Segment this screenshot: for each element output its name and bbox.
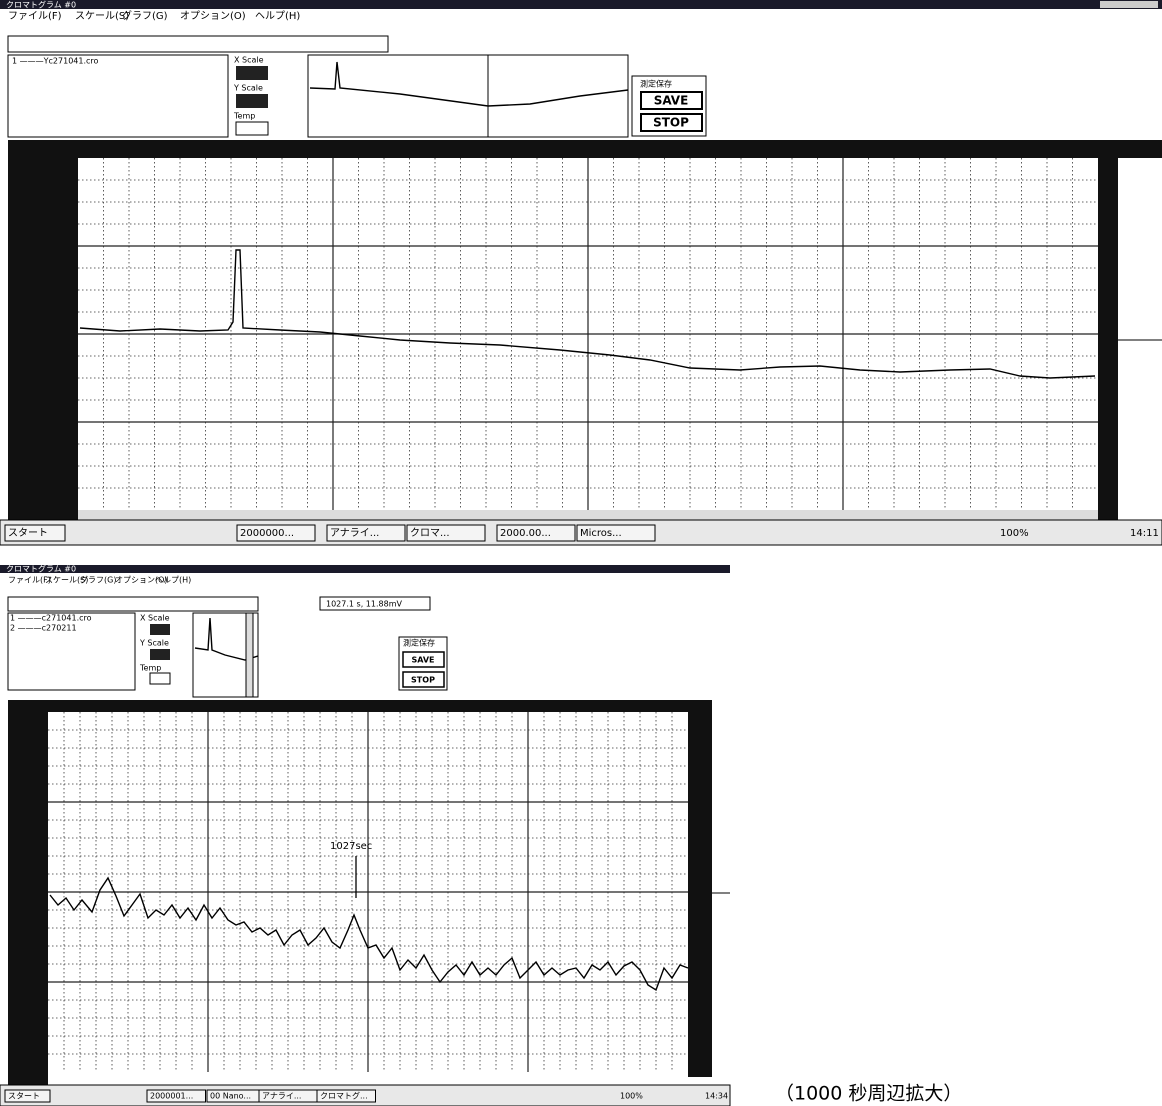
task-button[interactable]: [146, 1089, 206, 1103]
task-button[interactable]: [326, 524, 406, 542]
task-label: 2000000...: [240, 528, 294, 539]
preview: [307, 54, 629, 138]
task-label: クロマトグ...: [320, 1091, 368, 1101]
clock: 14:11: [1130, 528, 1159, 539]
chromatogram-trace: [79, 249, 1096, 379]
task-button[interactable]: [236, 524, 316, 542]
stop-button-label: STOP: [411, 676, 435, 685]
task-label: 00 Nano...: [210, 1092, 251, 1101]
clock: 14:34: [705, 1092, 728, 1101]
y-axis-panel: [8, 700, 48, 1085]
file-list[interactable]: [7, 54, 229, 138]
save-button-label: SAVE: [654, 94, 689, 108]
task-label: 2000.00...: [500, 528, 551, 539]
h-scrollbar[interactable]: [78, 510, 1098, 520]
y-scale-label: Y Scale: [139, 639, 169, 648]
toolbar: [7, 35, 389, 53]
file-list[interactable]: [7, 612, 136, 691]
task-button[interactable]: [4, 1089, 51, 1103]
x-scale-buttons[interactable]: [150, 624, 170, 635]
stop-button-label: STOP: [653, 116, 689, 130]
window-controls[interactable]: [1100, 1, 1158, 8]
menu-item[interactable]: グラフ(G): [122, 9, 168, 22]
task-button[interactable]: [406, 524, 486, 542]
title-bar: [0, 0, 1162, 9]
y-scale-buttons[interactable]: [236, 94, 268, 108]
x-scale-label: X Scale: [140, 614, 170, 623]
zoom: 100%: [1000, 528, 1029, 539]
preview-trace: [309, 61, 629, 107]
toolbar-frame: [7, 35, 389, 53]
chromatogram-trace: [49, 876, 689, 992]
readout-box: [319, 596, 431, 611]
save-button[interactable]: [402, 651, 445, 668]
file-entry: 1 ———Yc271041.cro: [12, 57, 99, 66]
window-title: クロマトグラム #0: [6, 564, 76, 574]
menu-item[interactable]: スケール(S): [75, 10, 129, 22]
task-label: スタート: [8, 1092, 40, 1101]
scrollbar[interactable]: [1098, 158, 1118, 520]
title-bar: [0, 565, 730, 573]
scrollbar[interactable]: [688, 712, 712, 1077]
y-scale-buttons[interactable]: [150, 649, 170, 660]
file-entry: 1 ———c271041.cro: [10, 614, 92, 623]
window-title: クロマトグラム #0: [6, 0, 76, 10]
menu-item[interactable]: グラフ(G): [80, 575, 116, 585]
x-scale-buttons[interactable]: [236, 66, 268, 80]
save-button-label: SAVE: [411, 656, 434, 665]
toolbar-frame: [7, 596, 259, 612]
task-button[interactable]: [496, 524, 576, 542]
y-scale-label: Y Scale: [233, 84, 263, 93]
menu-item[interactable]: オプション(O): [115, 576, 168, 585]
file-entry: 2 ———c270211: [10, 624, 77, 633]
menu-item[interactable]: ヘルプ(H): [255, 10, 300, 22]
menu-item[interactable]: ファイル(F): [8, 11, 62, 22]
y-axis-panel: [8, 140, 78, 520]
save-group-label: 測定保存: [403, 638, 435, 648]
task-button[interactable]: [4, 524, 66, 542]
plot-header: [8, 140, 1162, 158]
temp-buttons[interactable]: [149, 672, 171, 685]
save-button[interactable]: [640, 91, 703, 110]
preview-window: [245, 612, 254, 698]
save-group-label: 測定保存: [640, 79, 672, 89]
menu-item[interactable]: ヘルプ(H): [155, 576, 191, 585]
task-label: アナライ...: [330, 527, 379, 539]
task-label: クロマ...: [410, 527, 450, 539]
preview-trace: [194, 617, 259, 661]
task-label: スタート: [8, 527, 48, 539]
stop-button[interactable]: [402, 671, 445, 688]
menu-item[interactable]: スケール(S): [45, 576, 88, 585]
plot-header: [8, 700, 712, 712]
task-label: 2000001...: [150, 1092, 193, 1101]
task-button[interactable]: [316, 1089, 376, 1103]
temp-label: Temp: [233, 112, 255, 121]
task-label: アナライ...: [262, 1092, 301, 1101]
menu-item[interactable]: オプション(O): [180, 10, 246, 22]
x-scale-label: X Scale: [234, 56, 264, 65]
menu-item[interactable]: ファイル(F): [8, 576, 51, 585]
zoom: 100%: [620, 1092, 643, 1101]
task-button[interactable]: [576, 524, 656, 542]
temp-buttons[interactable]: [235, 121, 269, 136]
readout: 1027.1 s, 11.88mV: [326, 600, 402, 609]
annotation: 1027sec: [330, 841, 372, 852]
temp-label: Temp: [139, 664, 161, 673]
stop-button[interactable]: [640, 113, 703, 132]
caption: （1000 秒周辺拡大）: [775, 1083, 962, 1105]
task-label: Micros...: [580, 528, 622, 539]
